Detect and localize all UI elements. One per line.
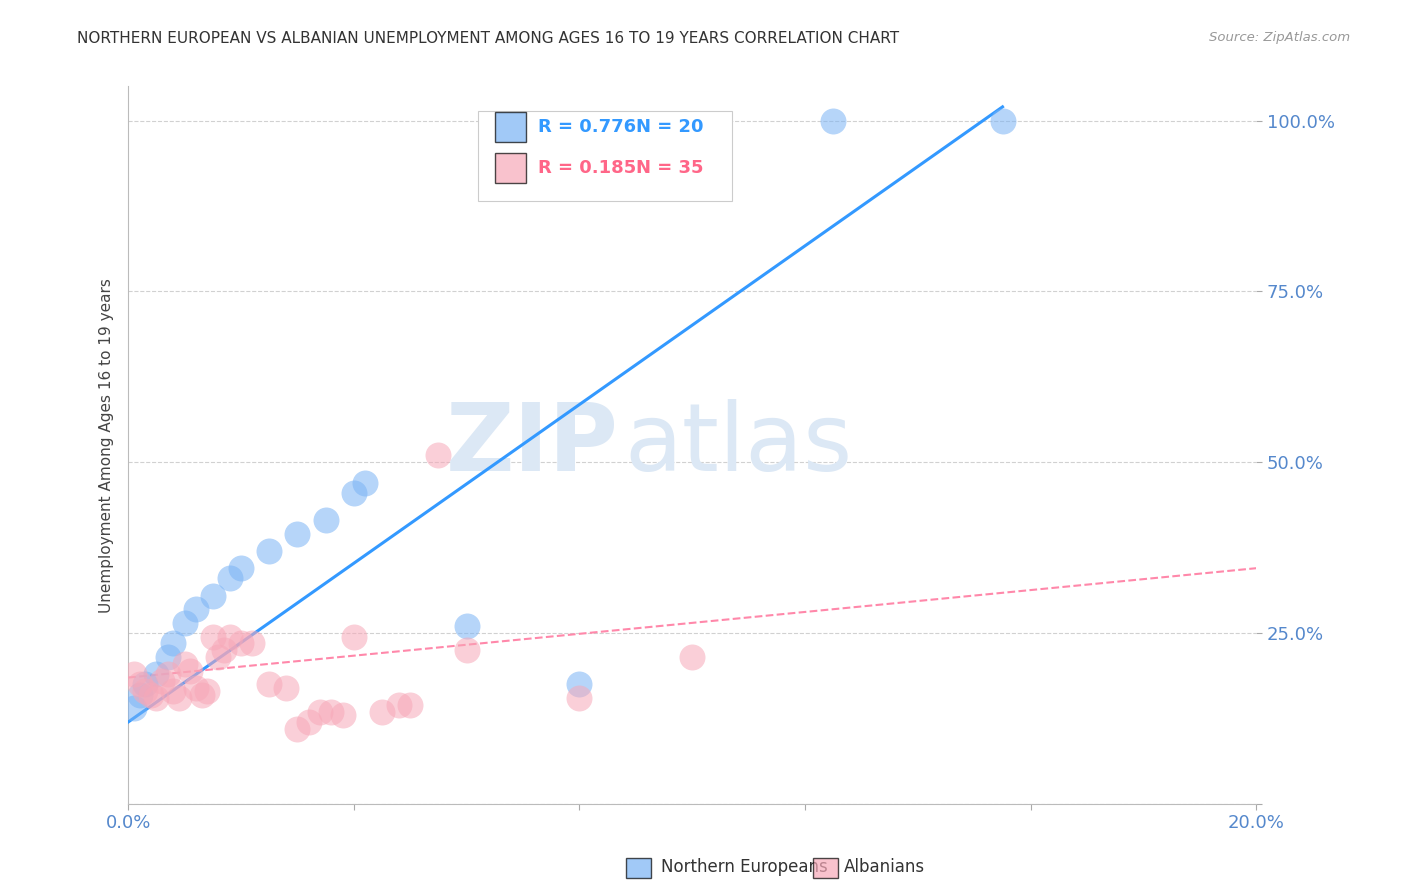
Point	[139, 688, 162, 702]
FancyBboxPatch shape	[495, 112, 526, 142]
Point	[184, 602, 207, 616]
Text: ZIP: ZIP	[446, 400, 619, 491]
Point	[399, 698, 422, 712]
Point	[156, 650, 179, 665]
Point	[991, 113, 1014, 128]
FancyBboxPatch shape	[478, 112, 731, 202]
Point	[128, 688, 150, 702]
Point	[823, 113, 845, 128]
Point	[156, 667, 179, 681]
Point	[179, 664, 201, 678]
Point	[122, 701, 145, 715]
Point	[240, 636, 263, 650]
Text: Northern Europeans: Northern Europeans	[661, 858, 828, 876]
Point	[150, 673, 173, 688]
Point	[134, 684, 156, 698]
Point	[145, 667, 167, 681]
Point	[195, 684, 218, 698]
Point	[332, 708, 354, 723]
Point	[122, 667, 145, 681]
Point	[162, 636, 184, 650]
FancyBboxPatch shape	[495, 153, 526, 183]
Y-axis label: Unemployment Among Ages 16 to 19 years: Unemployment Among Ages 16 to 19 years	[100, 277, 114, 613]
Text: Albanians: Albanians	[844, 858, 925, 876]
Point	[229, 636, 252, 650]
Point	[145, 691, 167, 706]
Point	[184, 681, 207, 695]
Point	[568, 677, 591, 691]
Point	[218, 630, 240, 644]
Point	[343, 630, 366, 644]
Text: N = 35: N = 35	[636, 159, 703, 177]
Point	[134, 677, 156, 691]
Point	[343, 486, 366, 500]
Point	[309, 705, 332, 719]
Point	[201, 630, 224, 644]
Point	[568, 691, 591, 706]
Point	[259, 677, 281, 691]
Text: NORTHERN EUROPEAN VS ALBANIAN UNEMPLOYMENT AMONG AGES 16 TO 19 YEARS CORRELATION: NORTHERN EUROPEAN VS ALBANIAN UNEMPLOYME…	[77, 31, 900, 46]
Point	[207, 650, 229, 665]
Point	[298, 714, 321, 729]
Point	[354, 475, 377, 490]
Point	[259, 544, 281, 558]
Point	[276, 681, 298, 695]
Point	[128, 677, 150, 691]
Point	[427, 449, 450, 463]
Point	[287, 527, 309, 541]
Text: R = 0.776: R = 0.776	[537, 118, 636, 136]
Point	[315, 513, 337, 527]
Text: atlas: atlas	[624, 400, 853, 491]
Point	[218, 571, 240, 585]
Text: N = 20: N = 20	[636, 118, 703, 136]
Text: R = 0.185: R = 0.185	[537, 159, 636, 177]
Point	[321, 705, 343, 719]
Point	[212, 643, 235, 657]
Point	[190, 688, 212, 702]
Text: Source: ZipAtlas.com: Source: ZipAtlas.com	[1209, 31, 1350, 45]
Point	[388, 698, 411, 712]
Point	[681, 650, 703, 665]
Point	[167, 691, 190, 706]
Point	[173, 615, 195, 630]
Point	[173, 657, 195, 671]
Point	[162, 684, 184, 698]
Point	[456, 619, 478, 633]
Point	[201, 589, 224, 603]
Point	[371, 705, 394, 719]
Point	[229, 561, 252, 575]
Point	[456, 643, 478, 657]
Point	[287, 722, 309, 736]
